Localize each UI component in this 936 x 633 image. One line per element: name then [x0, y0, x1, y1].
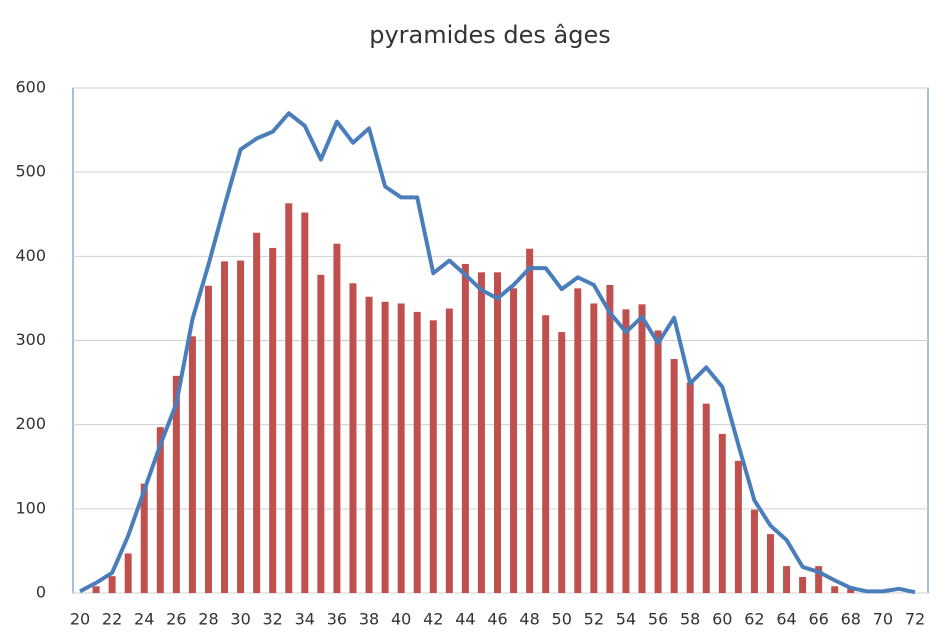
- bar: [702, 403, 710, 593]
- bar: [638, 304, 646, 593]
- bar: [526, 248, 534, 593]
- bar: [590, 303, 598, 593]
- x-tick-label: 64: [776, 610, 796, 629]
- bar: [750, 509, 758, 593]
- x-tick-label: 70: [873, 610, 893, 629]
- x-tick-label: 54: [616, 610, 636, 629]
- x-tick-label: 30: [230, 610, 250, 629]
- bar: [622, 309, 630, 593]
- x-tick-label: 44: [455, 610, 475, 629]
- bar: [766, 534, 774, 593]
- bar: [333, 243, 341, 594]
- bar: [815, 566, 823, 593]
- x-tick-label: 36: [327, 610, 347, 629]
- bar: [477, 272, 485, 593]
- x-tick-label: 68: [841, 610, 861, 629]
- x-tick-label: 34: [295, 610, 315, 629]
- y-tick-label: 200: [15, 414, 46, 433]
- bar: [140, 483, 148, 593]
- bar: [204, 285, 212, 593]
- bar: [718, 433, 726, 593]
- bar: [221, 261, 229, 593]
- y-tick-label: 500: [15, 162, 46, 181]
- bar: [301, 212, 309, 594]
- y-tick-label: 100: [15, 498, 46, 517]
- x-tick-label: 50: [552, 610, 572, 629]
- x-tick-label: 28: [198, 610, 218, 629]
- bar: [670, 359, 678, 593]
- x-tick-label: 58: [680, 610, 700, 629]
- x-tick-label: 52: [584, 610, 604, 629]
- x-tick-label: 22: [102, 610, 122, 629]
- bar: [237, 260, 245, 593]
- x-tick-label: 24: [134, 610, 154, 629]
- bar: [654, 330, 662, 593]
- bar: [108, 576, 116, 593]
- x-tick-label: 72: [905, 610, 925, 629]
- bar: [317, 274, 325, 593]
- bar: [558, 332, 566, 593]
- x-tick-label: 66: [808, 610, 828, 629]
- bar: [381, 301, 389, 593]
- bar: [413, 311, 421, 593]
- y-tick-label: 400: [15, 246, 46, 265]
- line: [79, 111, 916, 595]
- x-tick-label: 46: [487, 610, 507, 629]
- x-tick-label: 48: [519, 610, 539, 629]
- bar: [124, 553, 132, 593]
- bar: [783, 566, 791, 593]
- bar: [397, 303, 405, 593]
- y-tick-label: 0: [36, 583, 46, 602]
- x-tick-label: 26: [166, 610, 186, 629]
- bar: [429, 320, 437, 593]
- bar: [542, 315, 550, 593]
- chart-title: pyramides des âges: [369, 21, 611, 49]
- bar: [831, 586, 839, 593]
- bar: [188, 336, 196, 593]
- bar: [606, 284, 614, 593]
- bar: [734, 460, 742, 593]
- bar: [445, 308, 453, 593]
- x-tick-label: 38: [359, 610, 379, 629]
- y-tick-label: 300: [15, 330, 46, 349]
- x-tick-label: 20: [70, 610, 90, 629]
- bar: [510, 288, 518, 593]
- x-tick-label: 62: [744, 610, 764, 629]
- bar: [574, 288, 582, 593]
- x-tick-label: 56: [648, 610, 668, 629]
- x-tick-label: 42: [423, 610, 443, 629]
- bar: [269, 247, 277, 593]
- bar: [285, 203, 293, 593]
- x-tick-label: 40: [391, 610, 411, 629]
- bar: [461, 263, 469, 593]
- bar: [253, 232, 261, 593]
- bar: [799, 577, 807, 593]
- bar: [365, 296, 373, 593]
- y-tick-label: 600: [15, 78, 46, 97]
- x-tick-label: 60: [712, 610, 732, 629]
- bar: [156, 427, 164, 593]
- bar: [349, 283, 357, 593]
- bar: [92, 586, 100, 593]
- bar: [172, 375, 180, 593]
- bar: [494, 272, 501, 593]
- bar: [686, 382, 694, 593]
- x-tick-label: 32: [263, 610, 283, 629]
